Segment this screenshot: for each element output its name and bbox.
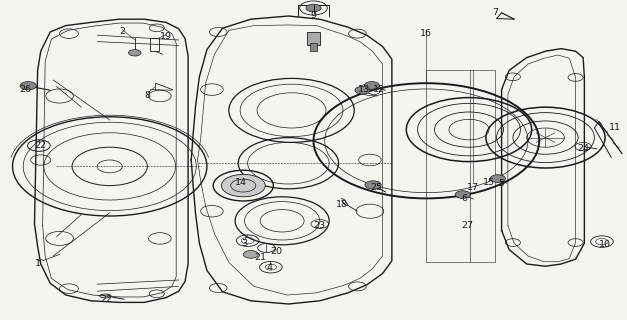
Text: 7: 7 bbox=[492, 8, 498, 17]
Circle shape bbox=[20, 82, 36, 90]
Circle shape bbox=[355, 86, 370, 94]
Text: 18: 18 bbox=[335, 200, 348, 209]
Circle shape bbox=[490, 175, 505, 182]
Text: 14: 14 bbox=[235, 178, 248, 187]
Text: 15: 15 bbox=[483, 178, 495, 187]
Text: 21: 21 bbox=[254, 253, 266, 262]
Bar bbox=[310, 43, 317, 51]
Text: 13: 13 bbox=[357, 85, 370, 94]
Text: 20: 20 bbox=[270, 247, 282, 256]
Circle shape bbox=[221, 174, 265, 197]
Text: 4: 4 bbox=[266, 263, 273, 272]
Circle shape bbox=[306, 4, 321, 12]
Bar bbox=[150, 38, 159, 51]
Text: 10: 10 bbox=[599, 240, 611, 249]
Text: 22: 22 bbox=[100, 295, 113, 304]
Text: 5: 5 bbox=[498, 180, 505, 188]
Text: 27: 27 bbox=[461, 221, 473, 230]
Text: 17: 17 bbox=[467, 183, 480, 192]
Text: 1: 1 bbox=[34, 260, 41, 268]
Circle shape bbox=[364, 82, 379, 89]
Text: 19: 19 bbox=[160, 32, 172, 41]
Text: 6: 6 bbox=[461, 194, 467, 203]
Circle shape bbox=[97, 160, 122, 173]
Text: 23: 23 bbox=[314, 221, 326, 230]
Text: 8: 8 bbox=[144, 92, 150, 100]
Text: 11: 11 bbox=[608, 124, 621, 132]
Text: 12: 12 bbox=[373, 85, 386, 94]
Circle shape bbox=[365, 181, 381, 189]
Circle shape bbox=[129, 50, 141, 56]
Text: 2: 2 bbox=[119, 28, 125, 36]
Text: 26: 26 bbox=[19, 85, 31, 94]
Bar bbox=[307, 32, 320, 45]
Text: 3: 3 bbox=[241, 239, 248, 248]
Text: 24: 24 bbox=[577, 144, 589, 153]
Text: 25: 25 bbox=[370, 183, 382, 192]
Text: 16: 16 bbox=[420, 29, 433, 38]
Circle shape bbox=[455, 191, 470, 198]
Circle shape bbox=[243, 251, 258, 258]
Text: 9: 9 bbox=[310, 12, 317, 20]
Text: 22: 22 bbox=[34, 141, 47, 150]
